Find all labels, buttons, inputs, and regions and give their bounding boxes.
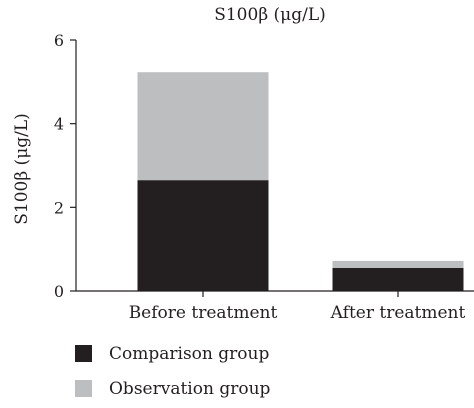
legend-swatch-comparison <box>75 345 92 362</box>
bar-comparison-after <box>332 267 464 291</box>
bar-observation-after <box>332 260 464 268</box>
chart-title: S100β (μg/L) <box>214 5 326 25</box>
bar-observation-before <box>137 72 269 181</box>
legend-label-observation: Observation group <box>109 379 271 399</box>
y-tick-label: 0 <box>54 282 64 301</box>
y-axis-label: S100β (μg/L) <box>12 113 32 225</box>
y-tick-label: 6 <box>54 31 64 50</box>
bar-comparison-before <box>137 180 269 291</box>
x-labels-group: Before treatment After treatment <box>129 291 466 323</box>
legend: Comparison group Observation group <box>75 344 271 399</box>
y-tick-label: 2 <box>54 198 64 217</box>
x-category-label: Before treatment <box>129 303 278 323</box>
legend-label-comparison: Comparison group <box>109 344 269 364</box>
y-tick-label: 4 <box>54 115 64 134</box>
legend-swatch-observation <box>75 380 92 397</box>
y-ticks-group: 0 2 4 6 <box>54 31 76 301</box>
bars-group <box>137 72 464 291</box>
x-category-label: After treatment <box>330 303 466 323</box>
